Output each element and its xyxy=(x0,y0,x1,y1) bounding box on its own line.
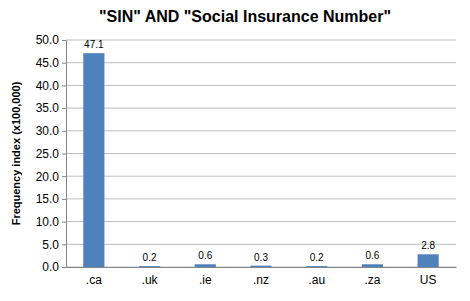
bar xyxy=(139,266,160,267)
y-tick-label: 10.0 xyxy=(36,215,60,229)
bars xyxy=(83,53,438,267)
x-tick: .ie xyxy=(199,267,212,287)
y-tick-mark xyxy=(62,267,66,268)
y-tick-label: 45.0 xyxy=(36,56,60,70)
data-label: 0.6 xyxy=(365,250,379,261)
bar xyxy=(83,53,104,267)
y-tick: 20.0 xyxy=(36,170,66,184)
chart: "SIN" AND "Social Insurance Number" Frequ… xyxy=(0,0,470,301)
grid-line xyxy=(66,40,456,41)
grid-line xyxy=(66,153,456,154)
bar xyxy=(195,264,216,267)
data-label: 47.1 xyxy=(84,39,104,50)
y-tick: 30.0 xyxy=(36,124,66,138)
y-tick-label: 40.0 xyxy=(36,79,60,93)
grid-line xyxy=(66,108,456,109)
x-tick: US xyxy=(420,267,437,287)
y-tick-label: 15.0 xyxy=(36,192,60,206)
data-label: 0.3 xyxy=(254,252,268,263)
y-tick: 15.0 xyxy=(36,192,66,206)
y-tick: 25.0 xyxy=(36,147,66,161)
y-tick-mark xyxy=(62,85,66,86)
title: "SIN" AND "Social Insurance Number" xyxy=(99,8,391,25)
x-tick-label: .ie xyxy=(199,273,212,287)
grid-line xyxy=(66,62,456,63)
data-label: 0.2 xyxy=(143,252,157,263)
y-tick-mark xyxy=(62,176,66,177)
x-axis: .ca .uk .ie .nz .au .za US xyxy=(67,267,457,287)
grid-line xyxy=(66,176,456,177)
x-tick: .uk xyxy=(142,267,159,287)
grid-line xyxy=(66,198,456,199)
y-tick-mark xyxy=(62,222,66,223)
grid xyxy=(66,40,456,267)
x-tick: .ca xyxy=(86,267,102,287)
y-tick-mark xyxy=(62,40,66,41)
bar xyxy=(362,264,383,267)
y-tick-label: 20.0 xyxy=(36,170,60,184)
grid-line xyxy=(66,244,456,245)
y-tick-label: 35.0 xyxy=(36,101,60,115)
y-tick-mark xyxy=(62,108,66,109)
data-label: 2.8 xyxy=(421,240,435,251)
y-tick-mark xyxy=(62,63,66,64)
x-tick: .nz xyxy=(253,267,269,287)
y-tick: 35.0 xyxy=(36,101,66,115)
x-tick-label: .uk xyxy=(142,273,159,287)
y-tick-mark xyxy=(62,154,66,155)
data-labels: 47.1 0.2 0.6 0.3 0.2 0.6 2.8 xyxy=(84,39,435,263)
y-tick-label: 5.0 xyxy=(42,238,59,252)
grid-line xyxy=(66,130,456,131)
y-tick: 5.0 xyxy=(42,238,66,252)
x-axis-line xyxy=(67,267,457,268)
y-tick-mark xyxy=(62,199,66,200)
y-tick: 10.0 xyxy=(36,215,66,229)
grid-line xyxy=(66,85,456,86)
grid-line xyxy=(66,221,456,222)
y-tick-label: 30.0 xyxy=(36,124,60,138)
x-tick: .za xyxy=(364,267,380,287)
x-tick-label: US xyxy=(420,273,437,287)
y-tick-label: 50.0 xyxy=(36,33,60,47)
x-tick-label: .au xyxy=(308,273,325,287)
x-tick-label: .nz xyxy=(253,273,269,287)
x-tick: .au xyxy=(308,267,325,287)
y-axis: 0.0 5.0 10.0 15.0 20.0 25.0 30.0 35.0 40.0 45.0 50… xyxy=(36,33,67,274)
y-tick: 40.0 xyxy=(36,79,66,93)
y-tick-mark xyxy=(62,244,66,245)
y-tick-label: 0.0 xyxy=(42,260,59,274)
y-tick: 50.0 xyxy=(36,33,66,47)
x-tick-label: .ca xyxy=(86,273,102,287)
bar xyxy=(418,254,439,267)
bar xyxy=(250,266,271,267)
data-label: 0.2 xyxy=(310,252,324,263)
plot: 0.0 5.0 10.0 15.0 20.0 25.0 30.0 35.0 40.0 45.0 50… xyxy=(36,33,457,286)
y-axis-title: Frequency index (x100,000) xyxy=(10,81,22,225)
y-tick: 45.0 xyxy=(36,56,66,70)
y-tick: 0.0 xyxy=(42,260,66,274)
bar xyxy=(306,266,327,267)
data-label: 0.6 xyxy=(198,250,212,261)
grid-line xyxy=(66,267,456,268)
y-axis-line xyxy=(62,41,67,268)
y-tick-label: 25.0 xyxy=(36,147,60,161)
y-tick-mark xyxy=(62,131,66,132)
x-tick-label: .za xyxy=(364,273,380,287)
